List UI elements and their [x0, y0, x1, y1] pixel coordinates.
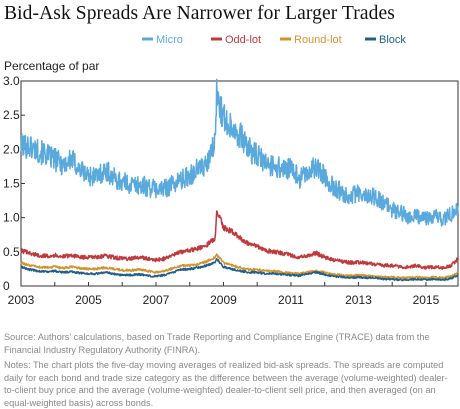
y-tick-label: 2.5 [3, 108, 20, 122]
x-tick-label: 2013 [345, 293, 372, 307]
plot-frame [20, 80, 459, 287]
series-line-block [20, 258, 459, 282]
x-tick-label: 2003 [8, 293, 35, 307]
source-note: Source: Authors’ calculations, based on … [4, 332, 430, 355]
y-tick-label: 0.5 [3, 245, 20, 259]
legend-label-micro: Micro [156, 34, 183, 46]
y-tick-label: 2.0 [3, 142, 20, 156]
series-line-round-lot [20, 253, 459, 280]
x-tick-label: 2011 [278, 293, 304, 307]
x-tick-label: 2009 [210, 293, 237, 307]
legend-label-round-lot: Round-lot [294, 34, 342, 46]
x-tick-label: 2005 [75, 293, 102, 307]
line-chart: Percentage of par 0 0.5 1.0 1.5 2.0 2.5 3.0 2003… [3, 34, 459, 307]
series-line-micro [20, 78, 459, 227]
legend-label-block: Block [379, 34, 406, 46]
chart-title: Bid-Ask Spreads Are Narrower for Larger … [4, 3, 395, 24]
y-tick-label: 3.0 [3, 74, 20, 88]
y-tick-label: 1.5 [3, 177, 20, 191]
y-axis-label: Percentage of par [4, 59, 99, 73]
x-tick-label: 2015 [413, 293, 440, 307]
notes-text: Notes: The chart plots the five-day movi… [4, 360, 448, 408]
series-line-odd-lot [20, 210, 459, 270]
legend-label-odd-lot: Odd-lot [225, 34, 261, 46]
y-tick-label: 1.0 [3, 211, 20, 225]
y-tick-label: 0 [3, 279, 10, 293]
x-tick-label: 2007 [143, 293, 170, 307]
